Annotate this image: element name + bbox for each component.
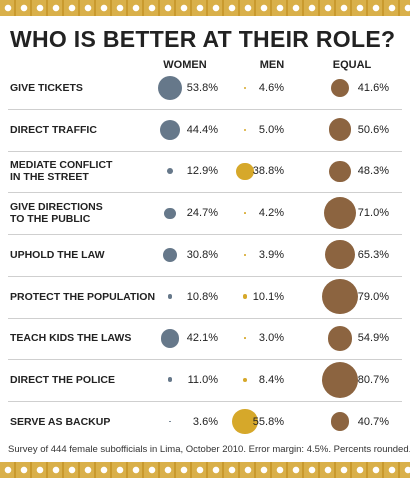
value-label: 5.0% (258, 123, 284, 136)
bubble (243, 378, 247, 382)
value-label: 4.6% (258, 82, 284, 94)
value-label: 10.1% (252, 290, 284, 303)
row-separator (8, 275, 402, 277)
row-label: GIVE TICKETS (10, 82, 83, 94)
row-label: TEACH KIDS THE LAWS (10, 332, 132, 345)
row-separator (8, 234, 402, 236)
row-separator (8, 150, 402, 152)
value-label: 24.7% (186, 207, 218, 220)
value-label: 3.0% (258, 332, 284, 345)
row-label: DIRECT TRAFFIC (10, 123, 97, 136)
bubble (330, 412, 350, 431)
footnote: Survey of 444 female subofficials in Lim… (8, 444, 410, 455)
row-label: SERVE AS BACKUP (10, 415, 111, 428)
row-separator (8, 192, 402, 194)
bubble (160, 328, 180, 348)
value-label: 38.8% (252, 165, 284, 178)
value-label: 10.8% (186, 290, 218, 303)
top-border (0, 0, 410, 16)
value-label: 80.7% (357, 373, 389, 386)
bubble (167, 294, 173, 299)
value-label: 50.6% (357, 123, 389, 136)
bubble (169, 420, 171, 423)
value-label: 3.6% (192, 415, 218, 428)
bubble (167, 377, 173, 383)
column-header: WOMEN (163, 59, 207, 71)
row-separator (8, 400, 402, 402)
bubble (244, 253, 246, 256)
value-label: 3.9% (258, 248, 284, 261)
value-label: 54.9% (357, 332, 389, 345)
row-label: GIVE DIRECTIONS TO THE PUBLIC (10, 201, 103, 226)
chart-title: WHO IS BETTER AT THEIR ROLE? (10, 26, 396, 52)
bubble (322, 278, 358, 315)
bubble (236, 162, 254, 181)
value-label: 48.3% (357, 165, 389, 178)
bubble (243, 128, 247, 131)
value-label: 30.8% (186, 248, 218, 261)
value-label: 79.0% (357, 290, 389, 303)
bubble (167, 168, 173, 175)
bubble (325, 240, 355, 270)
bubble (244, 337, 246, 339)
row-label: DIRECT THE POLICE (10, 373, 116, 386)
row-separator (8, 359, 402, 361)
bubble (163, 247, 177, 262)
column-header: MEN (259, 59, 285, 71)
bubble (244, 212, 246, 215)
value-label: 53.8% (186, 82, 218, 94)
bubble (327, 325, 353, 351)
bubble (232, 409, 258, 435)
value-label: 12.9% (186, 165, 218, 178)
bubble (243, 86, 247, 90)
value-label: 55.8% (252, 415, 284, 428)
value-label: 41.6% (357, 82, 389, 94)
bubble (164, 207, 176, 219)
value-label: 42.1% (186, 332, 218, 345)
value-label: 65.3% (357, 248, 389, 261)
row-label: PROTECT THE POPULATION (10, 290, 156, 303)
bubble (330, 78, 350, 98)
bubble (329, 160, 351, 183)
row-label: MEDIATE CONFLICT IN THE STREET (10, 159, 113, 184)
bubble (157, 75, 183, 101)
bubble (160, 119, 180, 140)
bubble (328, 118, 352, 142)
value-label: 40.7% (357, 415, 389, 428)
value-label: 44.4% (186, 123, 218, 136)
row-separator (8, 109, 402, 110)
bubble (321, 361, 359, 399)
bottom-border (0, 462, 410, 478)
value-label: 11.0% (187, 373, 218, 386)
value-label: 4.2% (258, 207, 284, 220)
row-label: UPHOLD THE LAW (10, 248, 105, 261)
bubble (324, 197, 356, 230)
column-header: EQUAL (332, 59, 372, 71)
value-label: 8.4% (258, 373, 284, 386)
bubble (242, 294, 248, 299)
row-separator (8, 317, 402, 319)
value-label: 71.0% (357, 207, 389, 220)
